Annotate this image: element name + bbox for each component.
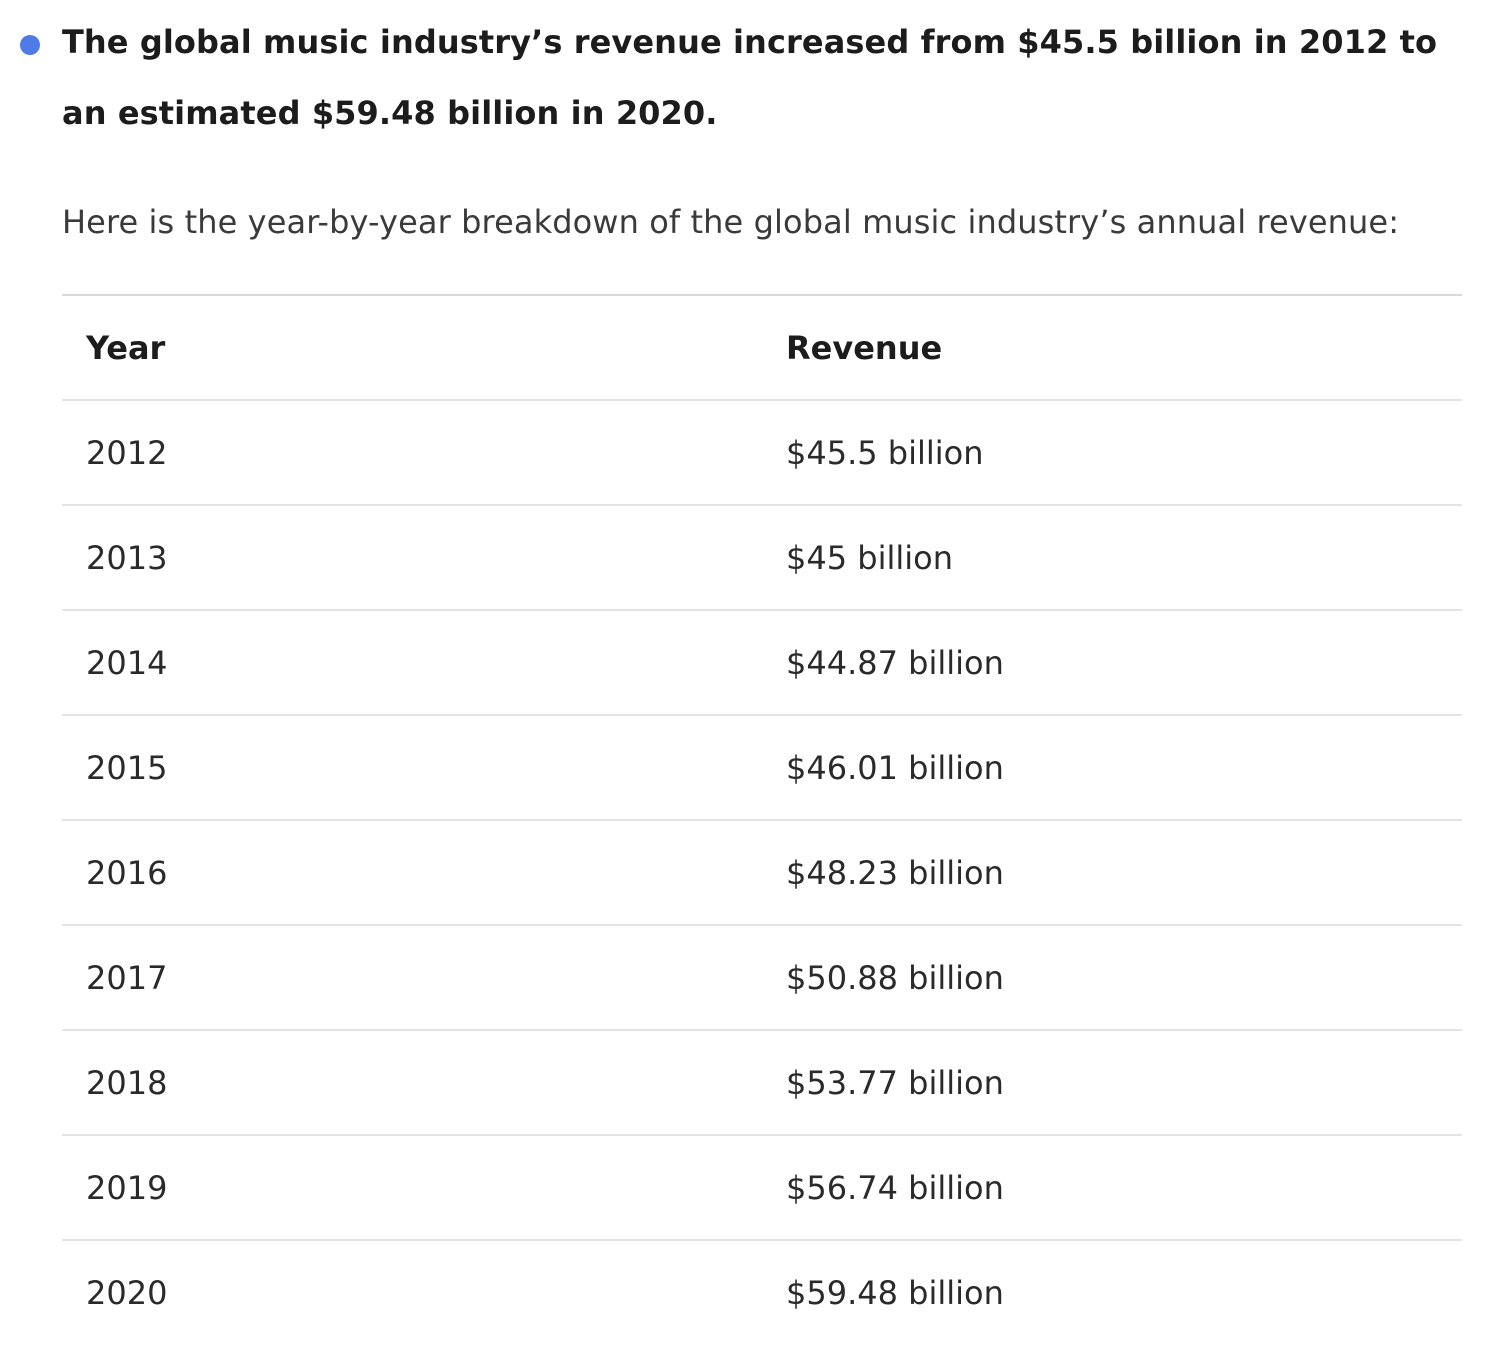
table-row: 2015 $46.01 billion [62, 715, 1462, 821]
year-cell: 2014 [62, 610, 762, 716]
table-row: 2017 $50.88 billion [62, 925, 1462, 1031]
table-row: 2016 $48.23 billion [62, 820, 1462, 926]
revenue-cell: $50.88 billion [762, 925, 1462, 1031]
year-cell: 2016 [62, 820, 762, 926]
year-cell: 2017 [62, 925, 762, 1031]
bullet-point-icon [20, 35, 40, 55]
year-cell: 2015 [62, 715, 762, 821]
table-row: 2012 $45.5 billion [62, 400, 1462, 506]
revenue-cell: $45.5 billion [762, 400, 1462, 506]
revenue-cell: $46.01 billion [762, 715, 1462, 821]
revenue-cell: $48.23 billion [762, 820, 1462, 926]
year-cell: 2018 [62, 1030, 762, 1136]
table-row: 2019 $56.74 billion [62, 1135, 1462, 1241]
table-row: 2014 $44.87 billion [62, 610, 1462, 716]
revenue-cell: $53.77 billion [762, 1030, 1462, 1136]
revenue-cell: $45 billion [762, 505, 1462, 611]
year-cell: 2020 [86, 1273, 168, 1312]
table-row: 2020 $59.48 billion [62, 1240, 1462, 1344]
table-row: 2018 $53.77 billion [62, 1030, 1462, 1136]
key-fact-text: The global music industry’s revenue incr… [62, 23, 1438, 132]
revenue-cell: $59.48 billion [786, 1273, 1004, 1312]
year-column-header: Year [62, 295, 762, 401]
year-cell: 2019 [62, 1135, 762, 1241]
revenue-cell: $44.87 billion [762, 610, 1462, 716]
year-cell: 2012 [62, 400, 762, 506]
intro-paragraph: Here is the year-by-year breakdown of th… [62, 203, 1400, 241]
year-cell: 2013 [62, 505, 762, 611]
revenue-column-header: Revenue [762, 295, 1462, 401]
revenue-table: Year Revenue 2012 $45.5 billion 2013 $45… [62, 294, 1462, 1344]
revenue-cell: $56.74 billion [762, 1135, 1462, 1241]
table-header-row: Year Revenue [62, 295, 1462, 401]
table-row: 2013 $45 billion [62, 505, 1462, 611]
